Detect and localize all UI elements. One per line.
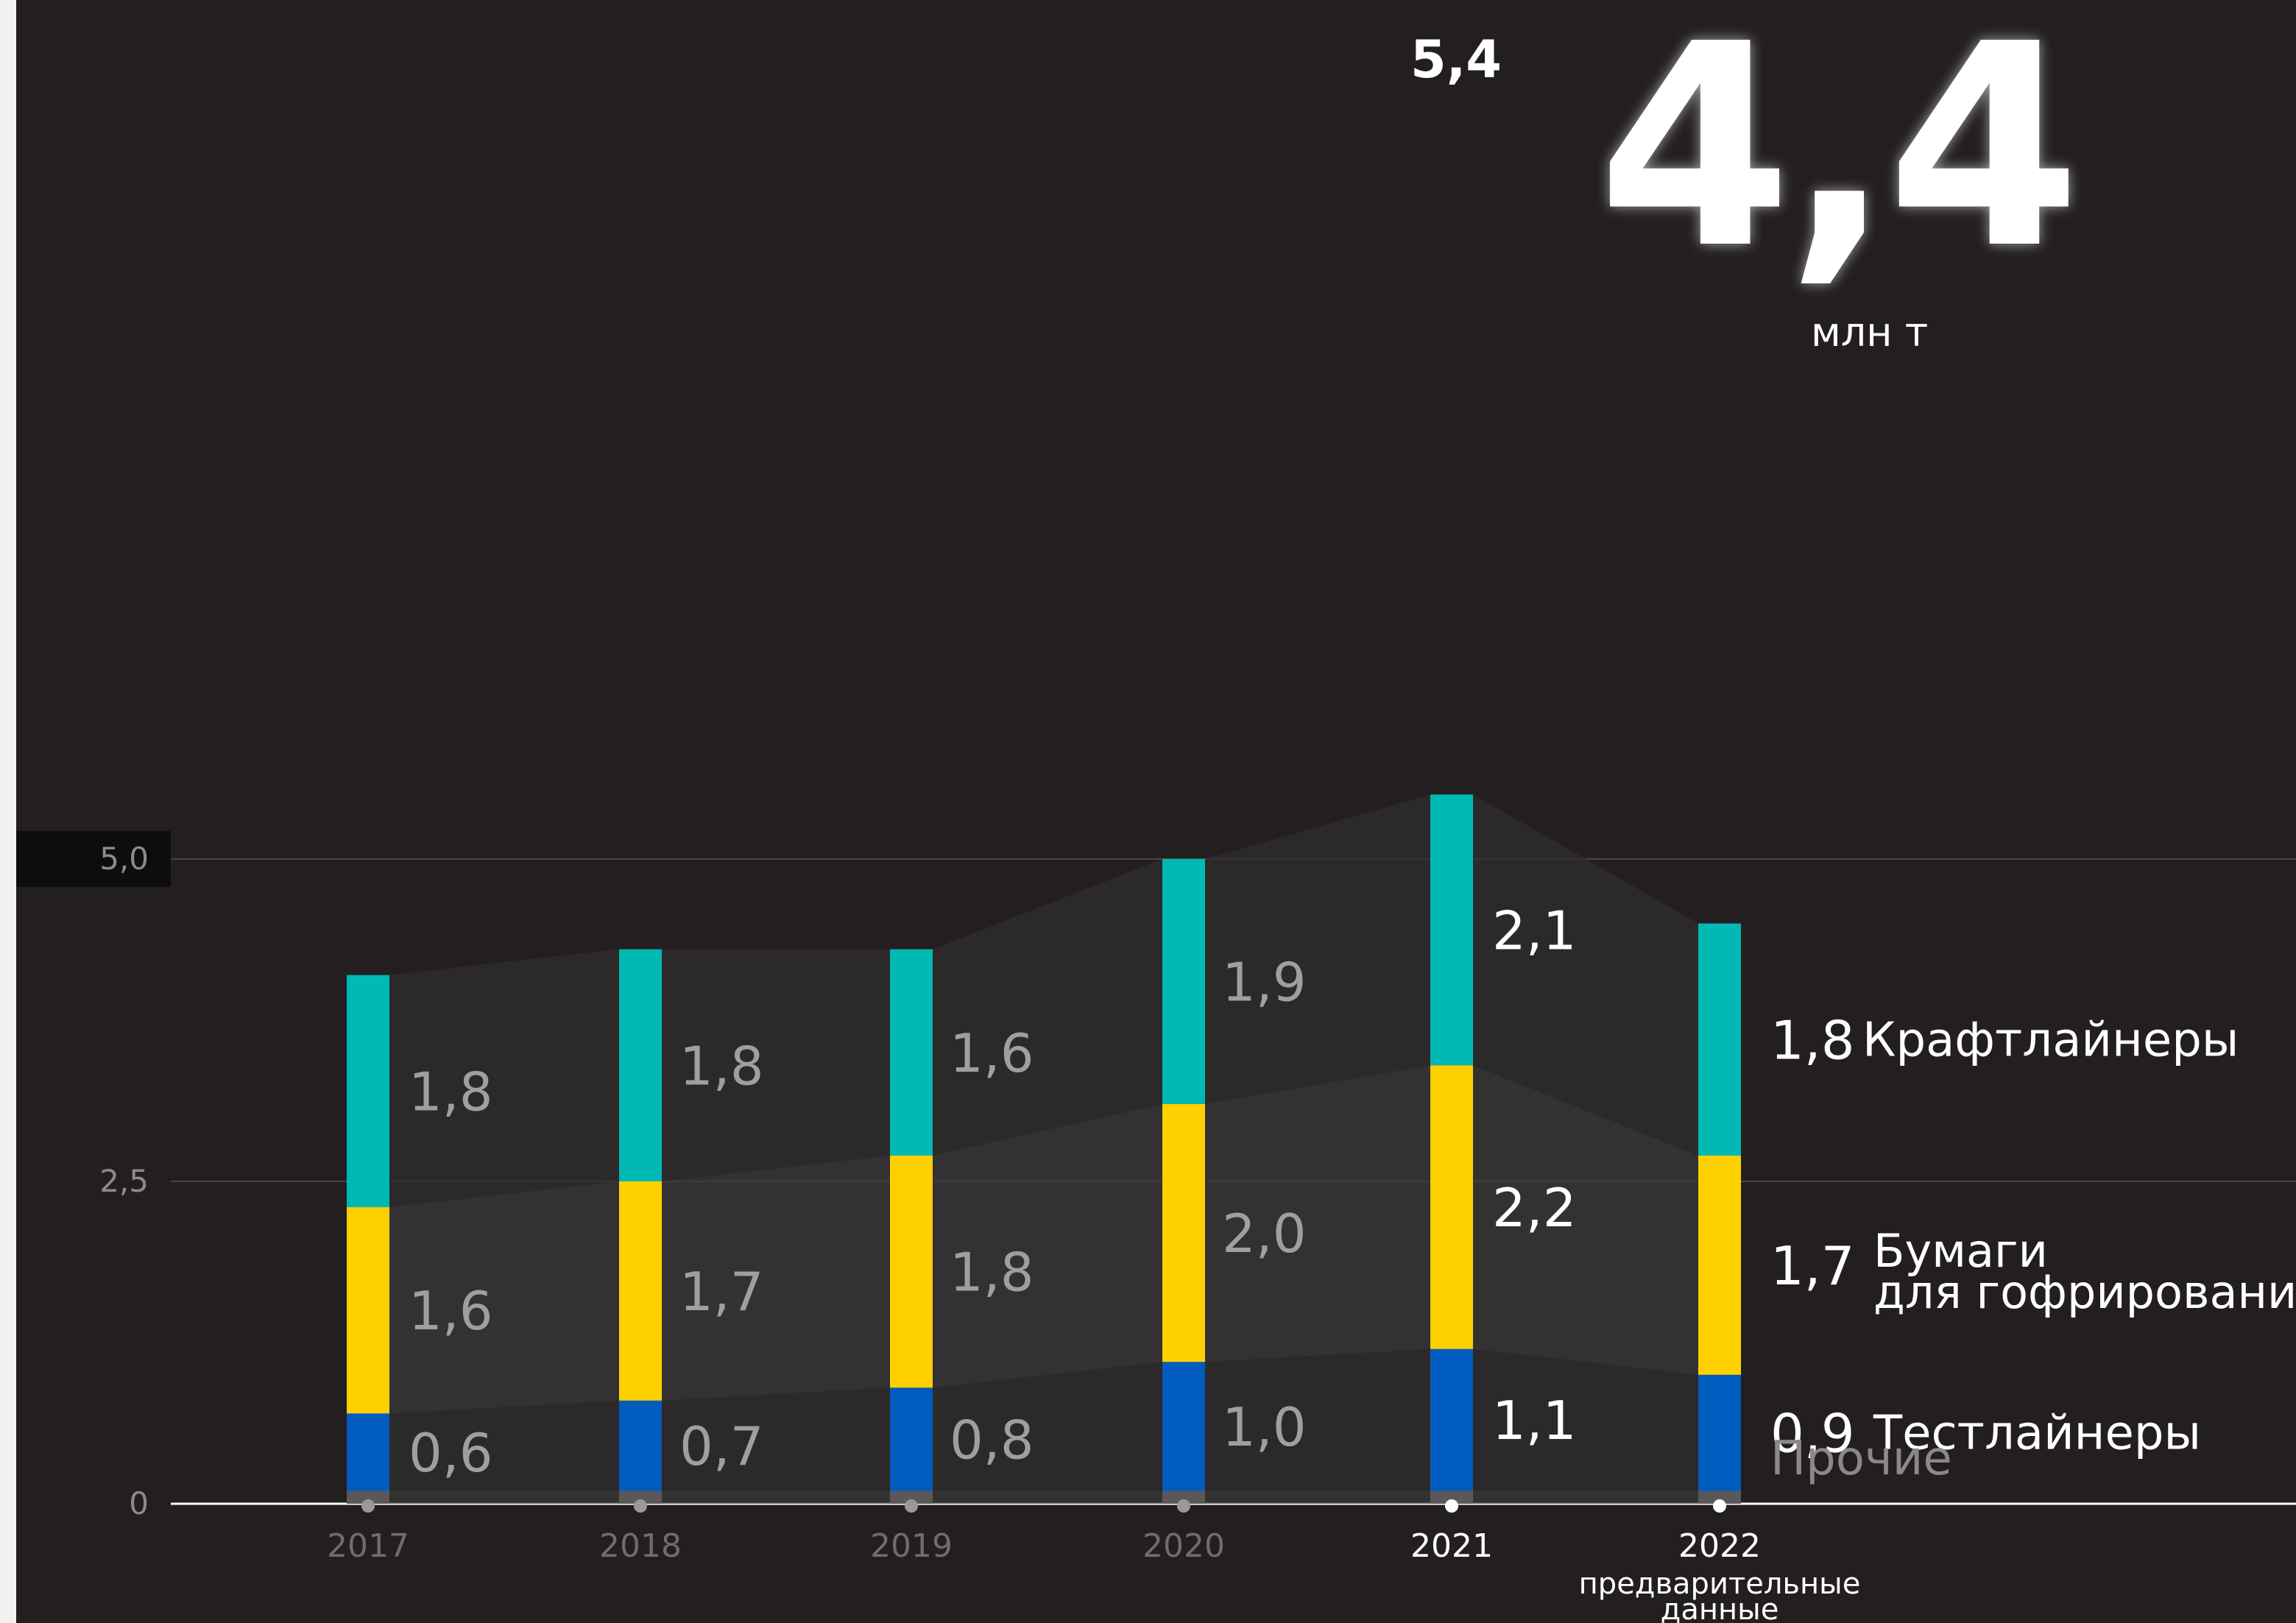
x-tick-dot xyxy=(1177,1499,1190,1513)
bar-other-segment xyxy=(347,1491,389,1504)
connector-band xyxy=(933,1362,1162,1491)
headline-unit: млн т xyxy=(1811,309,1929,356)
data-label: 1,8 xyxy=(409,1061,493,1122)
x-tick-dot xyxy=(1445,1499,1458,1513)
data-label: 0,6 xyxy=(409,1422,493,1484)
data-label: 2,2 xyxy=(1492,1177,1577,1239)
y-tick-box xyxy=(16,831,171,887)
data-label: 1,6 xyxy=(950,1022,1034,1084)
bar-kraftliner-segment xyxy=(619,949,662,1181)
bar-other-segment xyxy=(1430,1491,1473,1504)
bar-testliner-segment xyxy=(1698,1374,1741,1491)
bar-testliner-segment xyxy=(890,1387,933,1491)
bar-fluting-segment xyxy=(1698,1155,1741,1375)
bar-other-segment xyxy=(890,1491,933,1504)
data-label: 1,0 xyxy=(1222,1396,1307,1458)
connector-band xyxy=(1205,1065,1430,1362)
bar-fluting-segment xyxy=(890,1155,933,1388)
x-tick-dot xyxy=(634,1499,647,1513)
connector-band xyxy=(1205,1491,1430,1504)
data-label: 0,7 xyxy=(679,1415,764,1477)
connector-band xyxy=(389,1491,619,1504)
connector-band xyxy=(1473,1348,1698,1491)
x-category-note: предварительные xyxy=(1579,1567,1861,1601)
bar-kraftliner-segment xyxy=(1162,859,1205,1104)
legend-testliner: Тестлайнеры xyxy=(1873,1407,2201,1461)
connector-band xyxy=(389,1181,619,1414)
bar-fluting-segment xyxy=(347,1207,389,1414)
y-tick-label: 0 xyxy=(129,1485,149,1521)
connector-band xyxy=(933,1491,1162,1504)
data-label: 1,8 xyxy=(1770,1009,1855,1071)
connector-band xyxy=(1473,794,1698,1156)
bar-fluting-segment xyxy=(1430,1065,1473,1349)
bar-testliner-segment xyxy=(1162,1362,1205,1491)
legend-other: Прочие xyxy=(1770,1432,1952,1486)
connector-band xyxy=(662,1387,890,1491)
x-tick-dot xyxy=(905,1499,918,1513)
connector-band xyxy=(662,1155,890,1401)
x-tick-label: 2022 xyxy=(1678,1527,1761,1565)
x-tick-label: 2021 xyxy=(1410,1527,1493,1565)
connector-band xyxy=(933,859,1162,1156)
x-tick-dot xyxy=(1713,1499,1726,1513)
legend-fluting: для гофрирования xyxy=(1873,1265,2296,1319)
bar-fluting-segment xyxy=(619,1181,662,1401)
data-label: 1,7 xyxy=(1770,1235,1855,1297)
data-label: 2,1 xyxy=(1492,899,1577,961)
page-edge xyxy=(0,0,16,1623)
bar-kraftliner-segment xyxy=(1698,923,1741,1156)
connector-band xyxy=(1205,1348,1430,1491)
data-label: 1,1 xyxy=(1492,1390,1577,1451)
headline-total: 4,4 xyxy=(1597,0,2081,310)
data-label: 0,8 xyxy=(950,1409,1034,1471)
legend-kraftliner: Крафтлайнеры xyxy=(1862,1013,2239,1067)
connector-band xyxy=(1473,1491,1698,1504)
y-tick-label: 2,5 xyxy=(99,1163,149,1199)
bar-other-segment xyxy=(1698,1491,1741,1504)
data-label: 1,6 xyxy=(409,1280,493,1342)
total-annotation: 5,4 xyxy=(1410,29,1502,90)
data-label: 2,0 xyxy=(1222,1203,1307,1265)
bar-other-segment xyxy=(1162,1491,1205,1504)
bar-kraftliner-segment xyxy=(1430,794,1473,1066)
bar-fluting-segment xyxy=(1162,1103,1205,1362)
connector-band xyxy=(933,1103,1162,1388)
data-label: 1,9 xyxy=(1222,951,1307,1013)
y-tick-label: 5,0 xyxy=(99,841,149,877)
x-tick-label: 2019 xyxy=(870,1527,953,1565)
connector-band xyxy=(662,949,890,1181)
bar-kraftliner-segment xyxy=(347,975,389,1208)
data-label: 0,9 xyxy=(1770,1403,1855,1465)
legend-fluting: Бумаги xyxy=(1873,1224,2048,1278)
connector-band xyxy=(389,1400,619,1491)
connector-band xyxy=(662,1491,890,1504)
data-label: 1,7 xyxy=(679,1261,764,1323)
x-tick-label: 2017 xyxy=(327,1527,409,1565)
bar-testliner-segment xyxy=(1430,1348,1473,1491)
bar-testliner-segment xyxy=(619,1400,662,1491)
x-category-note: данные xyxy=(1661,1593,1779,1623)
connector-band xyxy=(389,949,619,1208)
bar-kraftliner-segment xyxy=(890,949,933,1156)
x-tick-label: 2018 xyxy=(599,1527,682,1565)
data-label: 1,8 xyxy=(679,1035,764,1097)
x-tick-dot xyxy=(361,1499,375,1513)
x-tick-label: 2020 xyxy=(1142,1527,1225,1565)
connector-band xyxy=(1205,794,1430,1104)
bar-testliner-segment xyxy=(347,1413,389,1491)
bar-other-segment xyxy=(619,1491,662,1504)
connector-band xyxy=(1473,1065,1698,1375)
data-label: 1,8 xyxy=(950,1242,1034,1304)
